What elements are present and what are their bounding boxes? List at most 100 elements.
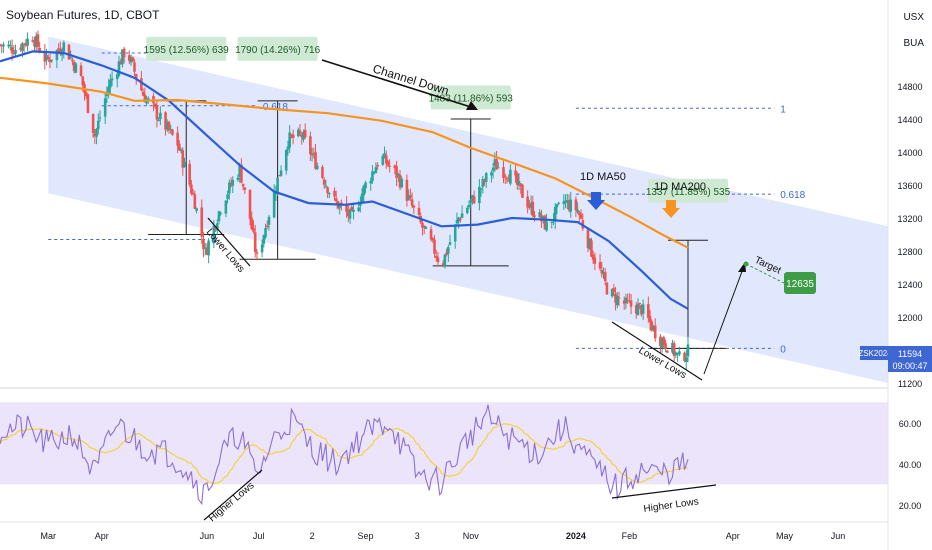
candle-body-156 bbox=[374, 167, 378, 174]
candle-body-15 bbox=[34, 35, 38, 48]
candle-body-202 bbox=[484, 173, 488, 182]
candle-body-113 bbox=[272, 191, 276, 218]
higher-lows-line-1 bbox=[203, 469, 263, 521]
candle-body-207 bbox=[497, 167, 500, 169]
ma200-label: 1D MA200 bbox=[654, 181, 706, 193]
candle-body-197 bbox=[472, 196, 476, 204]
candle-body-249 bbox=[600, 269, 604, 274]
candle-body-214 bbox=[515, 173, 519, 185]
candle-body-282 bbox=[678, 351, 681, 355]
price-tick-4: 13200 bbox=[897, 214, 922, 224]
candle-body-13 bbox=[31, 40, 35, 42]
candle-body-75 bbox=[179, 149, 183, 152]
candle-body-220 bbox=[529, 203, 533, 207]
candle-body-10 bbox=[22, 43, 26, 45]
candle-body-126 bbox=[302, 132, 305, 140]
candle-body-54 bbox=[129, 57, 133, 63]
candle-body-144 bbox=[347, 210, 350, 217]
chart-title: Soybean Futures, 1D, CBOT bbox=[6, 8, 160, 22]
candle-body-99 bbox=[238, 164, 241, 177]
time-tick-7: Nov bbox=[463, 531, 480, 541]
candle-body-108 bbox=[260, 244, 264, 253]
candle-body-180 bbox=[433, 239, 436, 254]
candle-body-274 bbox=[660, 339, 664, 349]
candle-body-2 bbox=[2, 44, 5, 47]
candle-body-135 bbox=[324, 185, 328, 187]
ma200-arrow bbox=[662, 200, 680, 218]
candle-body-213 bbox=[514, 170, 517, 176]
candle-body-275 bbox=[662, 337, 666, 345]
higher-lows-line-2 bbox=[611, 484, 717, 499]
candle-body-181 bbox=[434, 256, 438, 258]
candle-body-60 bbox=[143, 94, 147, 103]
candle-body-205 bbox=[493, 159, 497, 166]
candle-body-141 bbox=[338, 204, 341, 208]
candle-body-94 bbox=[226, 194, 229, 200]
candle-body-134 bbox=[322, 179, 326, 185]
candle-body-22 bbox=[50, 59, 54, 61]
candle-body-27 bbox=[62, 42, 66, 52]
candle-body-46 bbox=[109, 80, 112, 88]
candle-body-212 bbox=[509, 169, 512, 184]
candle-body-270 bbox=[650, 321, 654, 331]
candle-body-236 bbox=[567, 200, 571, 210]
candle-body-228 bbox=[550, 221, 554, 223]
candle-body-50 bbox=[119, 61, 122, 65]
candle-body-200 bbox=[481, 179, 485, 187]
candle-body-77 bbox=[183, 162, 186, 168]
candle-body-248 bbox=[598, 262, 602, 269]
candle-body-3 bbox=[7, 44, 10, 47]
candle-body-132 bbox=[315, 165, 319, 169]
candle-body-269 bbox=[648, 315, 652, 323]
candle-body-210 bbox=[505, 177, 509, 180]
candle-body-254 bbox=[612, 288, 616, 292]
candle-body-79 bbox=[190, 184, 193, 194]
candle-body-268 bbox=[647, 304, 650, 319]
candle-body-244 bbox=[588, 238, 592, 249]
candle-body-195 bbox=[469, 200, 473, 203]
candle-body-145 bbox=[348, 209, 352, 219]
candle-body-186 bbox=[447, 247, 450, 254]
measurement-box-0 bbox=[146, 36, 227, 61]
candle-body-9 bbox=[21, 43, 24, 51]
candle-body-67 bbox=[159, 112, 162, 120]
candle-body-278 bbox=[671, 342, 674, 353]
candle-body-253 bbox=[610, 289, 614, 297]
ma50-label: 1D MA50 bbox=[580, 171, 626, 183]
measurement-box-3 bbox=[647, 178, 728, 203]
candle-body-118 bbox=[284, 149, 288, 171]
candle-body-285 bbox=[686, 344, 690, 357]
rsi-tick-2: 20.00 bbox=[899, 501, 922, 511]
candle-body-90 bbox=[215, 223, 219, 231]
candle-body-18 bbox=[43, 51, 47, 62]
candle-body-243 bbox=[586, 229, 590, 248]
rsi-band bbox=[0, 402, 888, 485]
candle-body-71 bbox=[169, 129, 173, 131]
candle-body-194 bbox=[467, 204, 471, 208]
candle-body-32 bbox=[74, 63, 78, 73]
candle-body-51 bbox=[121, 49, 124, 65]
candle-body-241 bbox=[579, 214, 583, 219]
candle-body-230 bbox=[553, 207, 557, 222]
measurement-label-3: 1337 (11.85%) 535 bbox=[646, 187, 731, 198]
target-link bbox=[745, 263, 785, 284]
candle-body-53 bbox=[128, 55, 131, 61]
candle-body-107 bbox=[255, 252, 259, 254]
price-tick-3: 13600 bbox=[897, 181, 922, 191]
candle-body-57 bbox=[134, 74, 138, 79]
candle-body-256 bbox=[615, 295, 619, 306]
candle-body-259 bbox=[624, 297, 628, 304]
candle-body-17 bbox=[38, 47, 41, 53]
price-tick-2: 14000 bbox=[897, 148, 922, 158]
candle-body-201 bbox=[483, 180, 486, 183]
candle-body-161 bbox=[386, 161, 390, 166]
candle-body-211 bbox=[507, 180, 510, 182]
price-tick-7: 12000 bbox=[897, 313, 922, 323]
candle-body-133 bbox=[321, 166, 324, 178]
candle-body-122 bbox=[291, 134, 295, 139]
candle-body-199 bbox=[479, 188, 483, 190]
target-value: 12635 bbox=[786, 279, 814, 290]
candle-body-152 bbox=[364, 182, 367, 189]
candle-body-239 bbox=[576, 209, 579, 212]
candle-body-150 bbox=[360, 193, 364, 203]
